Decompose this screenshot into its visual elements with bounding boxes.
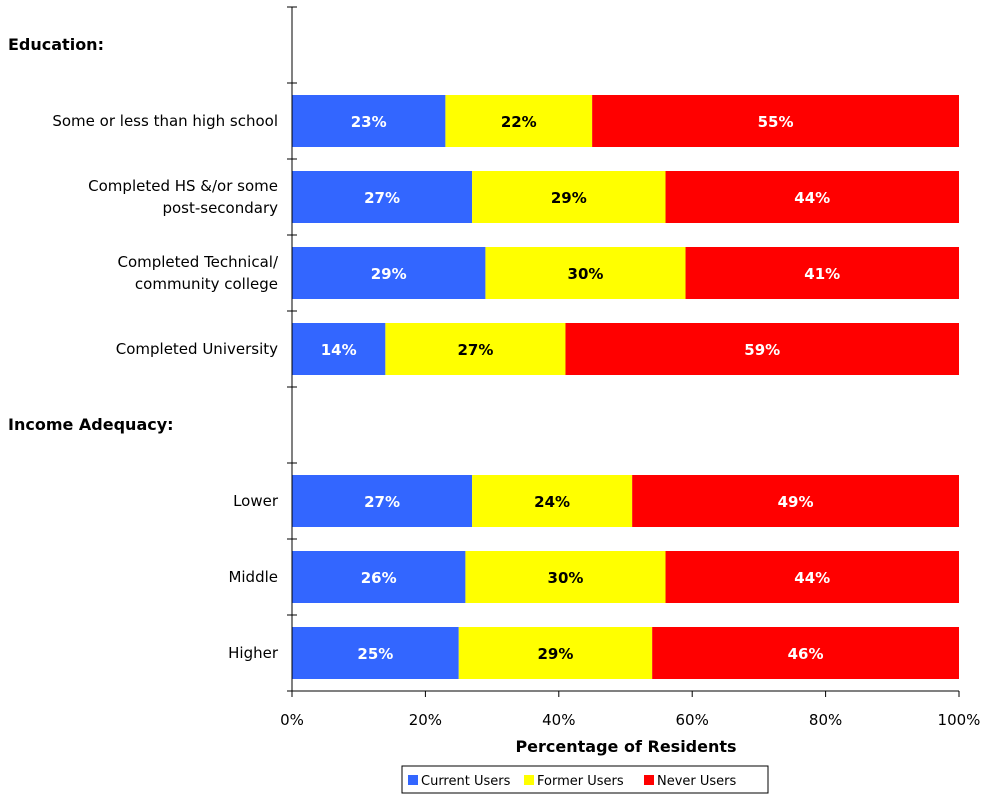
bar-segment-never-users — [565, 323, 959, 375]
bar-segment-current-users — [292, 475, 473, 527]
legend: Current Users Former Users Never Users — [401, 765, 769, 794]
legend-box — [401, 765, 769, 794]
bar-data-label: 29% — [551, 189, 587, 207]
bar-segment-current-users — [292, 95, 446, 147]
axes-layer — [287, 6, 960, 697]
bar-data-label: 30% — [548, 569, 584, 587]
x-tick-label: 0% — [280, 711, 304, 729]
legend-entry: Former Users — [537, 774, 624, 789]
category-label: Some or less than high school — [52, 112, 278, 130]
bar-data-label: 46% — [788, 645, 824, 663]
bar-segment-current-users — [292, 171, 473, 223]
bar-segment-former-users — [458, 627, 653, 679]
bar-data-label: 24% — [534, 493, 570, 511]
bar-segment-current-users — [292, 551, 466, 603]
category-label: post-secondary — [162, 199, 278, 217]
x-tick-label: 40% — [542, 711, 575, 729]
category-label: Higher — [228, 644, 279, 662]
bar-data-label: 25% — [357, 645, 393, 663]
bar-segment-never-users — [665, 171, 959, 223]
x-tick-label: 60% — [676, 711, 709, 729]
bar-data-label: 49% — [778, 493, 814, 511]
category-label: Lower — [233, 492, 279, 510]
category-label: Middle — [228, 568, 278, 586]
bar-data-label: 27% — [364, 493, 400, 511]
bar-segment-current-users — [292, 627, 459, 679]
legend-swatch — [408, 775, 418, 785]
bar-data-label: 29% — [371, 265, 407, 283]
legend-swatch — [644, 775, 654, 785]
bar-segment-never-users — [685, 247, 959, 299]
bar-segment-former-users — [485, 247, 686, 299]
bar-data-label: 44% — [794, 189, 830, 207]
bar-data-label: 59% — [744, 341, 780, 359]
bar-data-label: 14% — [321, 341, 357, 359]
bar-data-label: 44% — [794, 569, 830, 587]
x-tick-label: 80% — [809, 711, 842, 729]
x-tick-label: 100% — [938, 711, 981, 729]
legend-swatch — [524, 775, 534, 785]
bar-data-label: 27% — [364, 189, 400, 207]
bar-segment-never-users — [592, 95, 959, 147]
legend-entry: Never Users — [657, 774, 737, 789]
bar-segment-former-users — [472, 475, 633, 527]
bar-data-label: 30% — [568, 265, 604, 283]
group-label: Education: — [8, 35, 104, 54]
bar-segment-current-users — [292, 323, 386, 375]
bar-data-label: 55% — [758, 113, 794, 131]
bar-segment-former-users — [385, 323, 566, 375]
x-axis-title: Percentage of Residents — [515, 737, 736, 756]
bar-data-label: 29% — [538, 645, 574, 663]
bar-segment-never-users — [632, 475, 959, 527]
bar-segment-never-users — [652, 627, 959, 679]
category-label: Completed Technical/ — [117, 253, 278, 271]
bar-data-label: 27% — [457, 341, 493, 359]
bar-segment-former-users — [445, 95, 593, 147]
bars-layer — [292, 95, 959, 679]
bar-data-label: 22% — [501, 113, 537, 131]
bar-segment-current-users — [292, 247, 486, 299]
legend-entry: Current Users — [421, 774, 511, 789]
category-label: Completed University — [116, 340, 278, 358]
bar-segment-former-users — [465, 551, 666, 603]
category-label: Completed HS &/or some — [88, 177, 278, 195]
bar-data-label: 26% — [361, 569, 397, 587]
x-tick-label: 20% — [409, 711, 442, 729]
bar-segment-former-users — [472, 171, 666, 223]
group-label: Income Adequacy: — [8, 415, 174, 434]
bar-data-label: 23% — [351, 113, 387, 131]
category-label: community college — [135, 275, 278, 293]
labels-layer: Education: Some or less than high school 2… — [8, 35, 980, 729]
bar-segment-never-users — [665, 551, 959, 603]
bar-data-label: 41% — [804, 265, 840, 283]
